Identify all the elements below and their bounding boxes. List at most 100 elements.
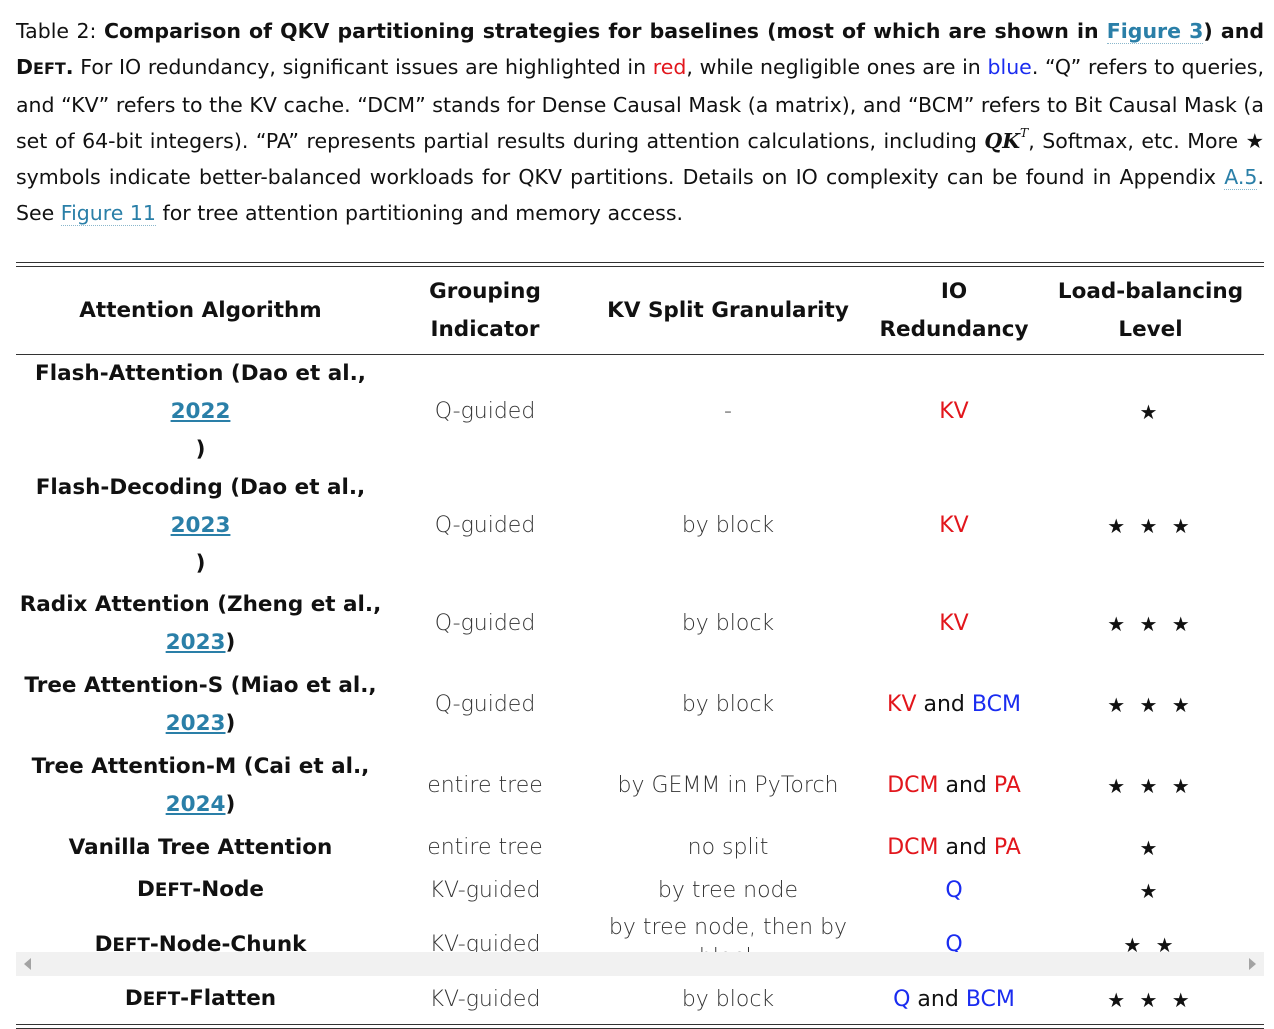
io-red: KV [939,513,969,538]
io-join: and [916,691,972,717]
algo-name-d: D [137,877,155,902]
appendix-a5-link[interactable]: A.5 [1224,165,1258,190]
caption-title: Comparison of QKV partitioning strategie… [16,19,1264,79]
cell-io: DCM and PA [871,745,1037,826]
io-red-2: PA [993,772,1021,798]
algo-name: Flash-Attention (Dao et al., [35,361,366,386]
cell-io: DCM and PA [871,826,1037,869]
cell-algorithm: Flash-Decoding (Dao et al., 2023) [16,469,385,583]
cell-split: - [724,399,732,424]
table-row: DEFT-Flatten KV-guided by block Q and BC… [16,978,1264,1021]
scroll-right-arrow-icon[interactable] [1249,958,1256,970]
algo-name-smallcaps: EFT [112,934,150,956]
cell-stars: ★ [1139,878,1162,903]
caption-title-text-2: ) and D [16,19,1265,79]
cell-split: by block [681,513,775,538]
scroll-left-arrow-icon[interactable] [24,958,31,970]
header-io-line1: IO [940,279,968,304]
citation-year-link[interactable]: 2024 [165,791,226,817]
figure-3-link[interactable]: Figure 3 [1106,19,1204,44]
io-blue: Q [893,986,911,1012]
io-blue: Q [945,932,963,957]
algo-name-smallcaps: EFT [154,880,193,901]
cell-algorithm: Radix Attention (Zheng et al., 2023) [16,583,385,664]
cell-grouping: entire tree [427,834,543,860]
cell-split: by tree node [657,877,799,903]
io-red: DCM [887,772,939,798]
algo-name: Radix Attention (Zheng et al., [19,591,382,617]
cell-split: no split [687,834,769,860]
caption-title-text: Comparison of QKV partitioning strategie… [103,19,1107,43]
io-red-2: PA [993,834,1021,860]
cell-algorithm: Tree Attention-M (Cai et al., 2024) [16,745,385,826]
citation-year-link[interactable]: 2023 [170,513,231,538]
table-top-rule [16,262,1264,263]
math-qk: QK [984,129,1021,153]
algo-name-end: ) [225,791,236,817]
algo-name: Tree Attention-M (Cai et al., [31,753,370,779]
algo-name-end: ) [225,710,236,736]
math-superscript-t: T [1020,125,1029,140]
cell-stars: ★ ★ ★ [1107,987,1194,1012]
cell-algorithm: DEFT-Node [16,869,385,912]
io-join: and [938,834,994,860]
table-row: Tree Attention-M (Cai et al., 2024) entir… [16,745,1264,826]
cell-algorithm: Flash-Attention (Dao et al., 2022) [16,355,385,470]
cell-algorithm: Tree Attention-S (Miao et al., 2023) [16,664,385,745]
table-row: Flash-Decoding (Dao et al., 2023) Q-guid… [16,469,1264,583]
header-kv-split-granularity: KV Split Granularity [585,267,871,355]
cell-split: by block [681,610,775,636]
citation-year-link[interactable]: 2022 [170,399,231,424]
horizontal-scrollbar[interactable] [16,952,1264,976]
cell-io: Q [871,912,1037,978]
caption-text-5: . See [16,165,1264,225]
algo-name-rest: -Node [192,877,264,902]
cell-grouping: Q-guided [434,610,536,636]
algo-name: Flash-Decoding (Dao et al., [35,475,366,500]
citation-year-link[interactable]: 2023 [165,629,226,655]
algo-name-end: ) [225,629,236,655]
cell-io: KV [871,355,1037,470]
cell-algorithm: DEFT-Flatten [16,978,385,1021]
io-red: KV [939,399,969,424]
cell-io: KV [871,469,1037,583]
cell-split: by block [681,986,775,1012]
io-join: and [910,986,966,1012]
figure-11-link[interactable]: Figure 11 [60,201,156,226]
cell-stars: ★ ★ ★ [1107,692,1194,717]
cell-algorithm: Vanilla Tree Attention [68,834,333,860]
cell-stars: ★ ★ ★ [1107,514,1194,538]
algo-name-rest: -Flatten [180,986,277,1011]
io-red: KV [887,691,917,717]
table-row: Tree Attention-S (Miao et al., 2023) Q-gu… [16,664,1264,745]
algo-name: Tree Attention-S (Miao et al., [24,672,377,698]
split-line1: by tree node, then by [608,915,848,940]
citation-year-link[interactable]: 2023 [165,710,226,736]
io-blue-2: BCM [965,986,1015,1012]
caption-blue-word: blue [987,55,1032,79]
cell-split: by block [681,691,775,717]
header-grouping-indicator: Grouping Indicator [385,267,585,355]
io-blue: BCM [971,691,1021,717]
cell-stars: ★ [1139,400,1162,424]
caption-text-2: , while negligible ones are in [686,55,988,79]
cell-io: Q [871,869,1037,912]
table-row: Radix Attention (Zheng et al., 2023) Q-gu… [16,583,1264,664]
algo-name-end: ) [195,437,206,462]
cell-grouping: entire tree [427,772,543,798]
io-red: KV [939,610,969,636]
header-load-balancing-level: Load-balancing Level [1037,267,1264,355]
table-bottom-rule [16,1024,1264,1025]
caption-label: Table 2: [16,19,104,43]
algo-name-d: D [94,931,113,957]
header-io-redundancy: IO Redundancy [871,267,1037,355]
table-row: DEFT-Node KV-guided by tree node Q ★ [16,869,1264,912]
cell-stars: ★ ★ ★ [1107,773,1194,798]
algo-name-smallcaps: EFT [142,989,181,1010]
math-qk-transpose: QKT [984,125,1029,153]
comparison-table: Attention Algorithm Grouping Indicator KV… [16,267,1264,1021]
caption-text-3: . “Q” refers to queries, and “KV” refers… [16,55,1264,153]
cell-stars: ★ [1139,835,1162,860]
caption-text-6: for tree attention partitioning and memo… [155,201,684,225]
table-top-rule-2 [16,266,1264,267]
